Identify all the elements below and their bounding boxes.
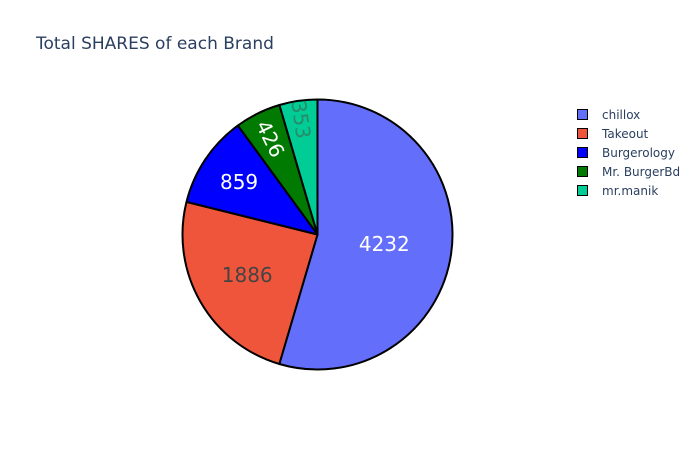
legend-item-mr-manik[interactable]: mr.manik	[577, 181, 680, 200]
legend-item-mr-burgerbd[interactable]: Mr. BurgerBd	[577, 162, 680, 181]
chart-title: Total SHARES of each Brand	[36, 34, 274, 54]
slice-label-burgerology: 859	[220, 170, 258, 194]
legend-swatch	[577, 128, 588, 139]
legend-swatch	[577, 147, 588, 158]
pie-slice-burgerology[interactable]	[185, 124, 319, 236]
legend-swatch	[577, 166, 588, 177]
legend-label: Burgerology	[602, 145, 675, 160]
legend-label: Mr. BurgerBd	[602, 164, 681, 179]
slice-label-mr-manik: 353	[286, 99, 315, 140]
slice-label-chillox: 4232	[359, 232, 410, 256]
legend-label: Takeout	[602, 126, 649, 141]
slice-label-takeout: 1886	[222, 263, 273, 287]
pie-slice-takeout[interactable]	[181, 200, 319, 365]
legend-label: chillox	[602, 107, 641, 122]
pie-slice-chillox[interactable]	[278, 98, 454, 371]
legend-swatch	[577, 109, 588, 120]
legend-item-takeout[interactable]: Takeout	[577, 124, 680, 143]
legend-swatch	[577, 185, 588, 196]
legend-label: mr.manik	[602, 183, 659, 198]
pie-slice-mr-manik[interactable]	[278, 98, 319, 236]
legend-item-burgerology[interactable]: Burgerology	[577, 143, 680, 162]
legend-item-chillox[interactable]: chillox	[577, 105, 680, 124]
legend[interactable]: chillox Takeout Burgerology Mr. BurgerBd mr.…	[577, 105, 680, 200]
